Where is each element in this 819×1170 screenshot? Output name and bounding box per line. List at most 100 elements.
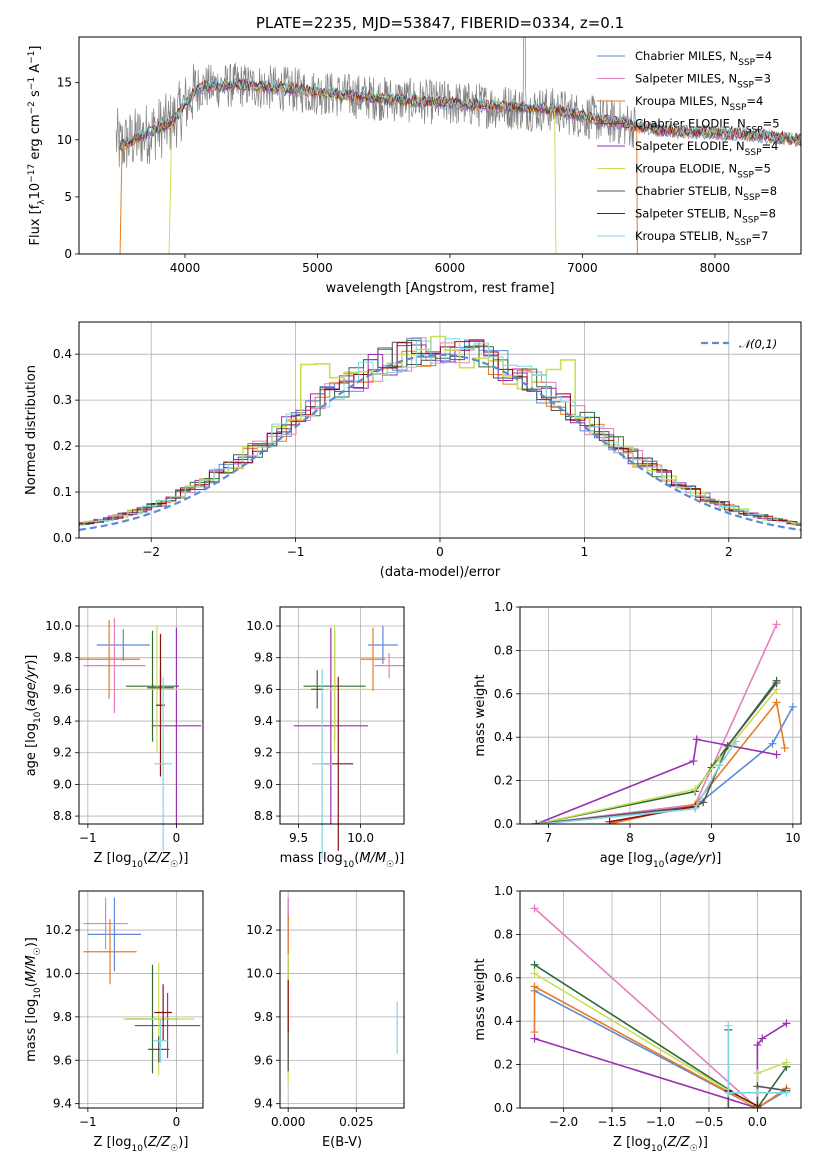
gaussian-curve [79, 353, 801, 531]
errorbar-point [83, 897, 128, 950]
y-tick-label: 0.3 [53, 393, 72, 407]
y-axis-label: Flux [fλ10−17 erg cm−2 s−1 A−1] [27, 46, 47, 246]
errorbar-point [311, 670, 324, 709]
panel-mass-vs-Z: −1 0 9.4 9.6 9.8 10.0 10.2 Z [log10(Z/Z☉)] mass … [24, 890, 204, 1154]
y-tick-label: 0.0 [53, 531, 72, 545]
legend-label: Salpeter MILES, NSSP=3 [635, 72, 771, 91]
y-tick-label: 10.0 [45, 619, 72, 633]
weight-marker [723, 741, 732, 750]
weight-plot-area [532, 620, 797, 824]
y-tick-label: 0.6 [494, 687, 513, 701]
x-tick-label: −1 [79, 1115, 97, 1129]
residual-histogram-6 [79, 341, 801, 526]
y-tick-label: 0.4 [494, 730, 513, 744]
model-edge-kroupa-miles [119, 145, 123, 254]
y-axis-label: age [log10(age/yr)] [24, 655, 43, 777]
weight-marker [772, 620, 781, 629]
y-tick-label: 9.4 [254, 714, 273, 728]
model-edge-kroupa-elodie-red [554, 108, 557, 254]
figure-title: PLATE=2235, MJD=53847, FIBERID=0334, z=0… [256, 14, 624, 32]
weight-marker [768, 739, 777, 748]
errorbar-point [96, 629, 150, 661]
errorbar-point [312, 668, 333, 859]
weight-line [536, 738, 777, 824]
x-tick-label: 9.5 [289, 831, 308, 845]
legend-label: Salpeter STELIB, NSSP=8 [635, 207, 776, 226]
errorbar-point [154, 984, 172, 1041]
x-tick-label: 2 [725, 545, 733, 559]
y-tick-label: 0.2 [53, 439, 72, 453]
y-tick-label: 9.6 [53, 1053, 72, 1067]
y-tick-label: 9.4 [53, 1097, 72, 1111]
errorbar-point [78, 619, 141, 699]
x-tick-label: −2 [142, 545, 160, 559]
weight-marker [772, 678, 781, 687]
y-tick-label: 0.0 [494, 817, 513, 831]
weight-marker [724, 1104, 733, 1108]
axes-frame [78, 36, 802, 255]
weight-marker [731, 737, 740, 746]
axes-frame [279, 606, 405, 825]
weight-line [534, 964, 788, 1108]
x-axis-label: mass [log10(M/M☉)] [280, 851, 405, 870]
x-axis-label: (data-model)/error [380, 565, 501, 580]
x-tick-label: 8 [626, 831, 634, 845]
panel-spectrum: 4000 5000 6000 7000 8000 0 5 10 15 wavelength [An… [27, 36, 802, 296]
y-tick-label: 0.8 [494, 927, 513, 941]
spectrum-plot-area [115, 37, 801, 254]
x-tick-label: −1 [79, 831, 97, 845]
weight-marker [530, 1034, 539, 1043]
x-axis-label: age [log10(age/yr)] [600, 851, 722, 870]
errorbar-point [83, 618, 146, 714]
weight-marker [758, 1034, 767, 1043]
weight-line [533, 985, 787, 1108]
y-tick-label: 9.4 [53, 714, 72, 728]
weight-marker [782, 1019, 791, 1028]
y-tick-label: 0.1 [53, 485, 72, 499]
weight-marker [724, 1088, 733, 1097]
errorbar-point [83, 919, 137, 985]
weight-marker [782, 1058, 791, 1067]
x-tick-label: −0.5 [694, 1115, 723, 1129]
legend-label: Kroupa ELODIE, NSSP=5 [635, 162, 771, 181]
weight-marker [530, 982, 539, 991]
weight-marker [689, 757, 698, 766]
residual-histogram-8 [79, 338, 801, 526]
weight-line [609, 805, 696, 823]
errorbar-point [134, 992, 201, 1059]
weight-marker [753, 1069, 762, 1078]
y-tick-label: 0.0 [494, 1101, 513, 1115]
weight-marker [691, 804, 700, 813]
model-spectrum-8 [118, 78, 801, 149]
weight-marker [772, 750, 781, 759]
x-tick-label: 6000 [435, 261, 466, 275]
weight-marker [753, 1088, 762, 1097]
y-tick-label: 1.0 [494, 600, 513, 614]
residual-histogram-2 [79, 336, 801, 526]
weight-marker [536, 820, 545, 824]
y-tick-label: 0.4 [494, 1014, 513, 1028]
y-tick-label: 9.6 [254, 682, 273, 696]
x-tick-label: 0.000 [271, 1115, 305, 1129]
y-tick-label: 9.0 [254, 777, 273, 791]
x-axis-label: Z [log10(Z/Z☉)] [613, 1135, 708, 1154]
x-tick-label: 8000 [700, 261, 731, 275]
errorbar-point [293, 627, 369, 824]
y-tick-label: 10.0 [246, 966, 273, 980]
weight-marker [780, 744, 789, 753]
weight-marker [724, 1021, 733, 1030]
y-tick-label: 10.2 [45, 923, 72, 937]
model-edge-kroupa-elodie [168, 124, 173, 254]
weight-marker [782, 1088, 791, 1097]
weight-marker [530, 969, 539, 978]
y-axis-label: mass weight [473, 674, 488, 756]
weight-marker [699, 798, 708, 807]
errorbar-point [151, 627, 202, 824]
axes-frame [78, 606, 204, 825]
x-tick-label: 1 [581, 545, 589, 559]
errorbar-point [153, 1019, 168, 1063]
y-tick-label: 0.2 [494, 1058, 513, 1072]
weight-line [536, 706, 794, 824]
y-tick-label: 0.4 [53, 347, 72, 361]
x-tick-label: −1 [287, 545, 305, 559]
